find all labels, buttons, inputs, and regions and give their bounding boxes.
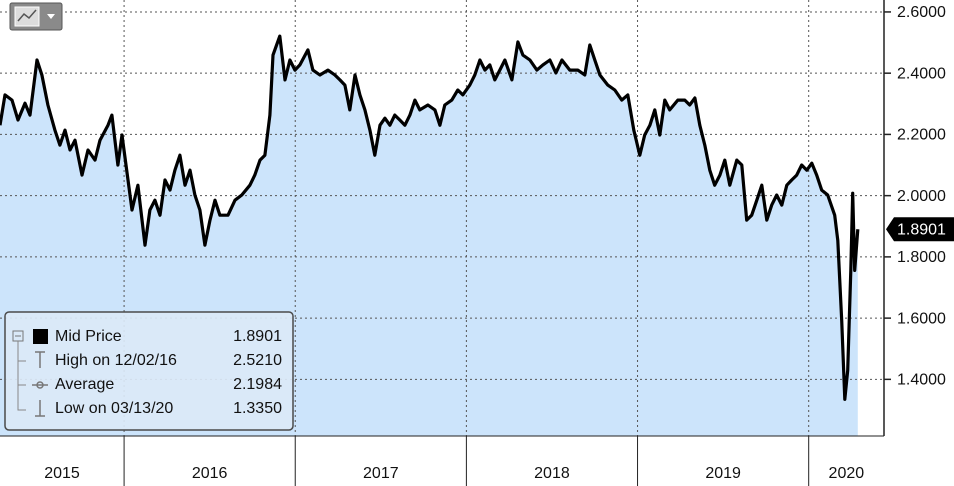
x-tick-label: 2019 bbox=[705, 465, 741, 482]
legend-value: 1.3350 bbox=[233, 400, 282, 417]
y-tick-label: 2.4000 bbox=[897, 65, 946, 82]
last-value-label: 1.8901 bbox=[897, 222, 946, 239]
price-line bbox=[0, 34, 860, 401]
x-tick-label: 2020 bbox=[829, 465, 865, 482]
y-tick-label: 2.0000 bbox=[897, 188, 946, 205]
x-tick-label: 2017 bbox=[363, 465, 399, 482]
y-tick-label: 1.4000 bbox=[897, 372, 946, 389]
low-icon bbox=[35, 400, 45, 417]
x-tick-label: 2016 bbox=[192, 465, 228, 482]
legend-value: 2.1984 bbox=[233, 376, 282, 393]
legend-box bbox=[4, 311, 294, 431]
chart-type-button[interactable] bbox=[9, 2, 63, 31]
legend-value: 2.5210 bbox=[233, 352, 282, 369]
legend-value: 1.8901 bbox=[233, 328, 282, 345]
last-value-tag bbox=[886, 217, 954, 242]
legend-label: Average bbox=[55, 376, 114, 393]
legend-label: Low on 03/13/20 bbox=[55, 400, 173, 417]
average-icon bbox=[32, 381, 48, 389]
legend: Mid Price High on 12/02/16 2.5210 Averag… bbox=[4, 311, 294, 431]
button-glyph bbox=[17, 9, 37, 22]
y-tick-label: 2.6000 bbox=[897, 4, 946, 21]
x-tick-label: 2018 bbox=[534, 465, 570, 482]
tree-lines bbox=[17, 341, 26, 411]
legend-label: Mid Price bbox=[55, 328, 122, 345]
y-tick-label: 1.8000 bbox=[897, 249, 946, 266]
y-tick-label: 2.2000 bbox=[897, 127, 946, 144]
x-tick-label: 2015 bbox=[44, 465, 80, 482]
button-arrow bbox=[47, 14, 55, 19]
high-icon bbox=[35, 351, 45, 368]
legend-swatch bbox=[33, 329, 48, 344]
y-tick-label: 1.6000 bbox=[897, 310, 946, 327]
legend-label: High on 12/02/16 bbox=[55, 352, 177, 369]
